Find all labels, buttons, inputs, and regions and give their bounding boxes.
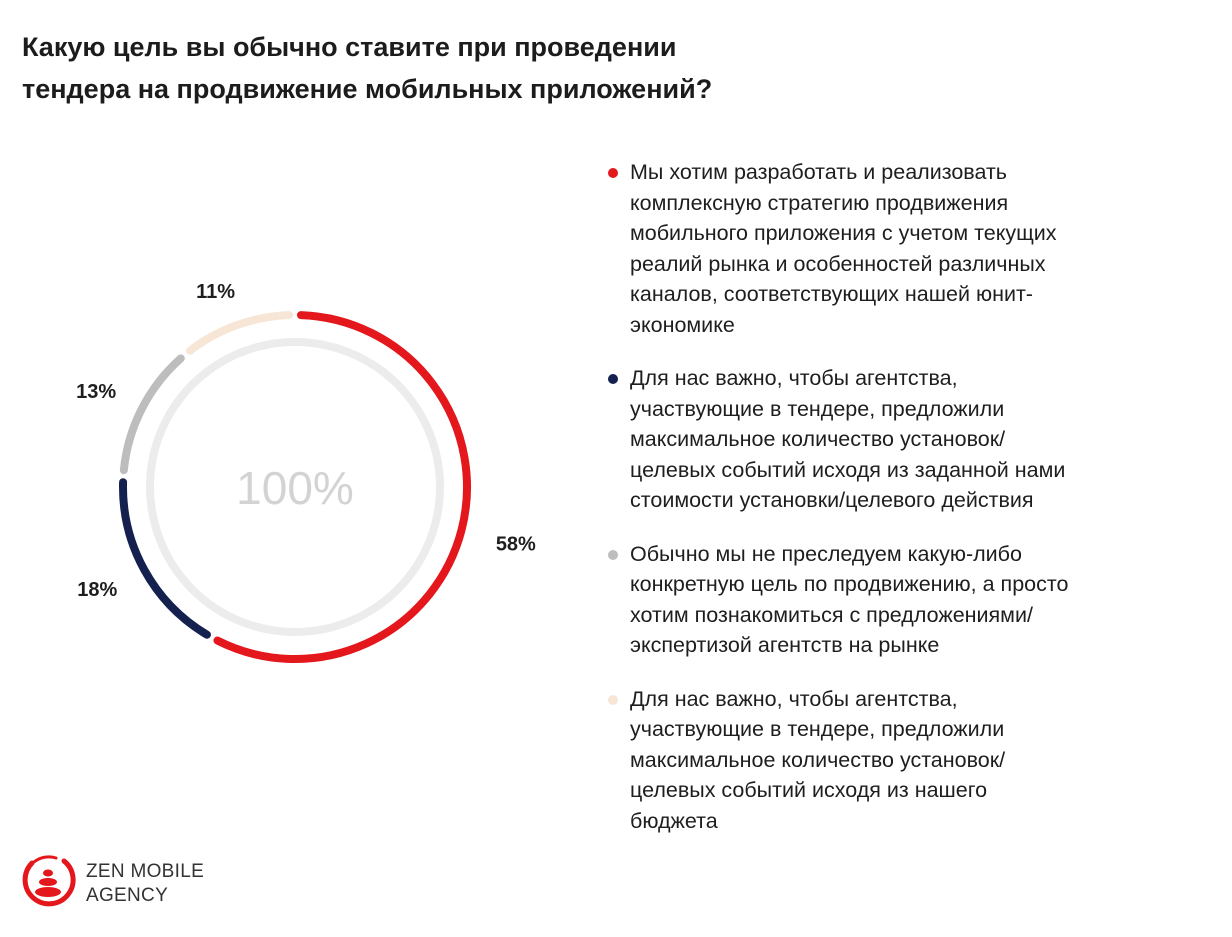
legend-item: Обычно мы не преследуем какую-либо конкре… (606, 539, 1206, 661)
logo-text-line-1: ZEN MOBILE (86, 861, 205, 882)
legend-item-text-line: экономике (630, 312, 735, 337)
company-logo: ZEN MOBILE AGENCY (20, 853, 220, 913)
slice-value-label: 18% (77, 579, 117, 601)
legend-dot-icon (608, 374, 618, 384)
chart-legend: Мы хотим разработать и реализовать компле… (606, 157, 1206, 859)
donut-inner-track (146, 338, 444, 636)
donut-slice-58-percent (213, 311, 471, 663)
slice-value-label: 58% (496, 534, 536, 556)
legend-item-text-line: бюджета (630, 808, 718, 833)
legend-item-text-line: Обычно мы не преследуем какую-либо (630, 541, 1022, 566)
logo-text-line-2: AGENCY (86, 885, 169, 906)
legend-dot-icon (608, 549, 618, 560)
donut-slice-18-percent (119, 478, 211, 639)
donut-center-label: 100% (236, 462, 354, 514)
legend-item-text-line: максимальное количество установок/ (630, 427, 1006, 451)
zen-stones-icon (22, 855, 76, 907)
legend-item-text-line: комплексную стратегию продвижения (630, 190, 1009, 215)
legend-item-text-line: максимальное количество установок/ (630, 747, 1006, 772)
legend-item-text-line: Для нас важно, чтобы агентства, (630, 366, 958, 390)
legend-item-text-line: хотим познакомиться с предложениями/ (630, 602, 1033, 627)
legend-item-text-line: участвующие в тендере, предложили (630, 396, 1005, 421)
chart-title: Какую цель вы обычно ставите при проведе… (22, 26, 902, 110)
legend-item-text-line: целевых событий исходя из заданной нами (630, 457, 1066, 482)
slice-value-label: 13% (76, 381, 116, 403)
legend-item-text-line: Мы хотим разработать и реализовать (630, 160, 1007, 184)
logo-text: ZEN MOBILE AGENCY (86, 860, 204, 908)
legend-item-text-line: стоимости установки/целевого действия (630, 488, 1034, 512)
legend-item: Мы хотим разработать и реализовать компле… (606, 157, 1206, 340)
legend-item-text-line: Для нас важно, чтобы агентства, (630, 686, 958, 711)
legend-item-text-line: участвующие в тендере, предложили (630, 717, 1005, 741)
legend-item-text-line: целевых событий исходя из нашего (630, 778, 988, 802)
legend-item-text-line: мобильного приложения с учетом текущих (630, 221, 1057, 245)
legend-item-text-line: конкретную цель по продвижению, а просто (630, 572, 1069, 596)
legend-item: Для нас важно, чтобы агентства, участвующ… (606, 363, 1206, 516)
donut-slice-13-percent (119, 354, 185, 475)
legend-dot-icon (608, 168, 618, 178)
donut-slice-11-percent (186, 311, 293, 355)
legend-item-text-line: реалий рынка и особенностей различных (630, 251, 1046, 276)
legend-dot-icon (608, 694, 618, 705)
legend-item-text-line: экспертизой агентств на рынке (630, 633, 940, 657)
chart-title-line-1: Какую цель вы обычно ставите при проведе… (22, 32, 677, 62)
chart-title-line-2: тендера на продвижение мобильных приложе… (22, 74, 713, 104)
legend-item-text-line: каналов, соответствующих нашей юнит- (630, 282, 1033, 306)
legend-item: Для нас важно, чтобы агентства, участвующ… (606, 684, 1206, 837)
slice-value-label: 11% (196, 281, 235, 303)
